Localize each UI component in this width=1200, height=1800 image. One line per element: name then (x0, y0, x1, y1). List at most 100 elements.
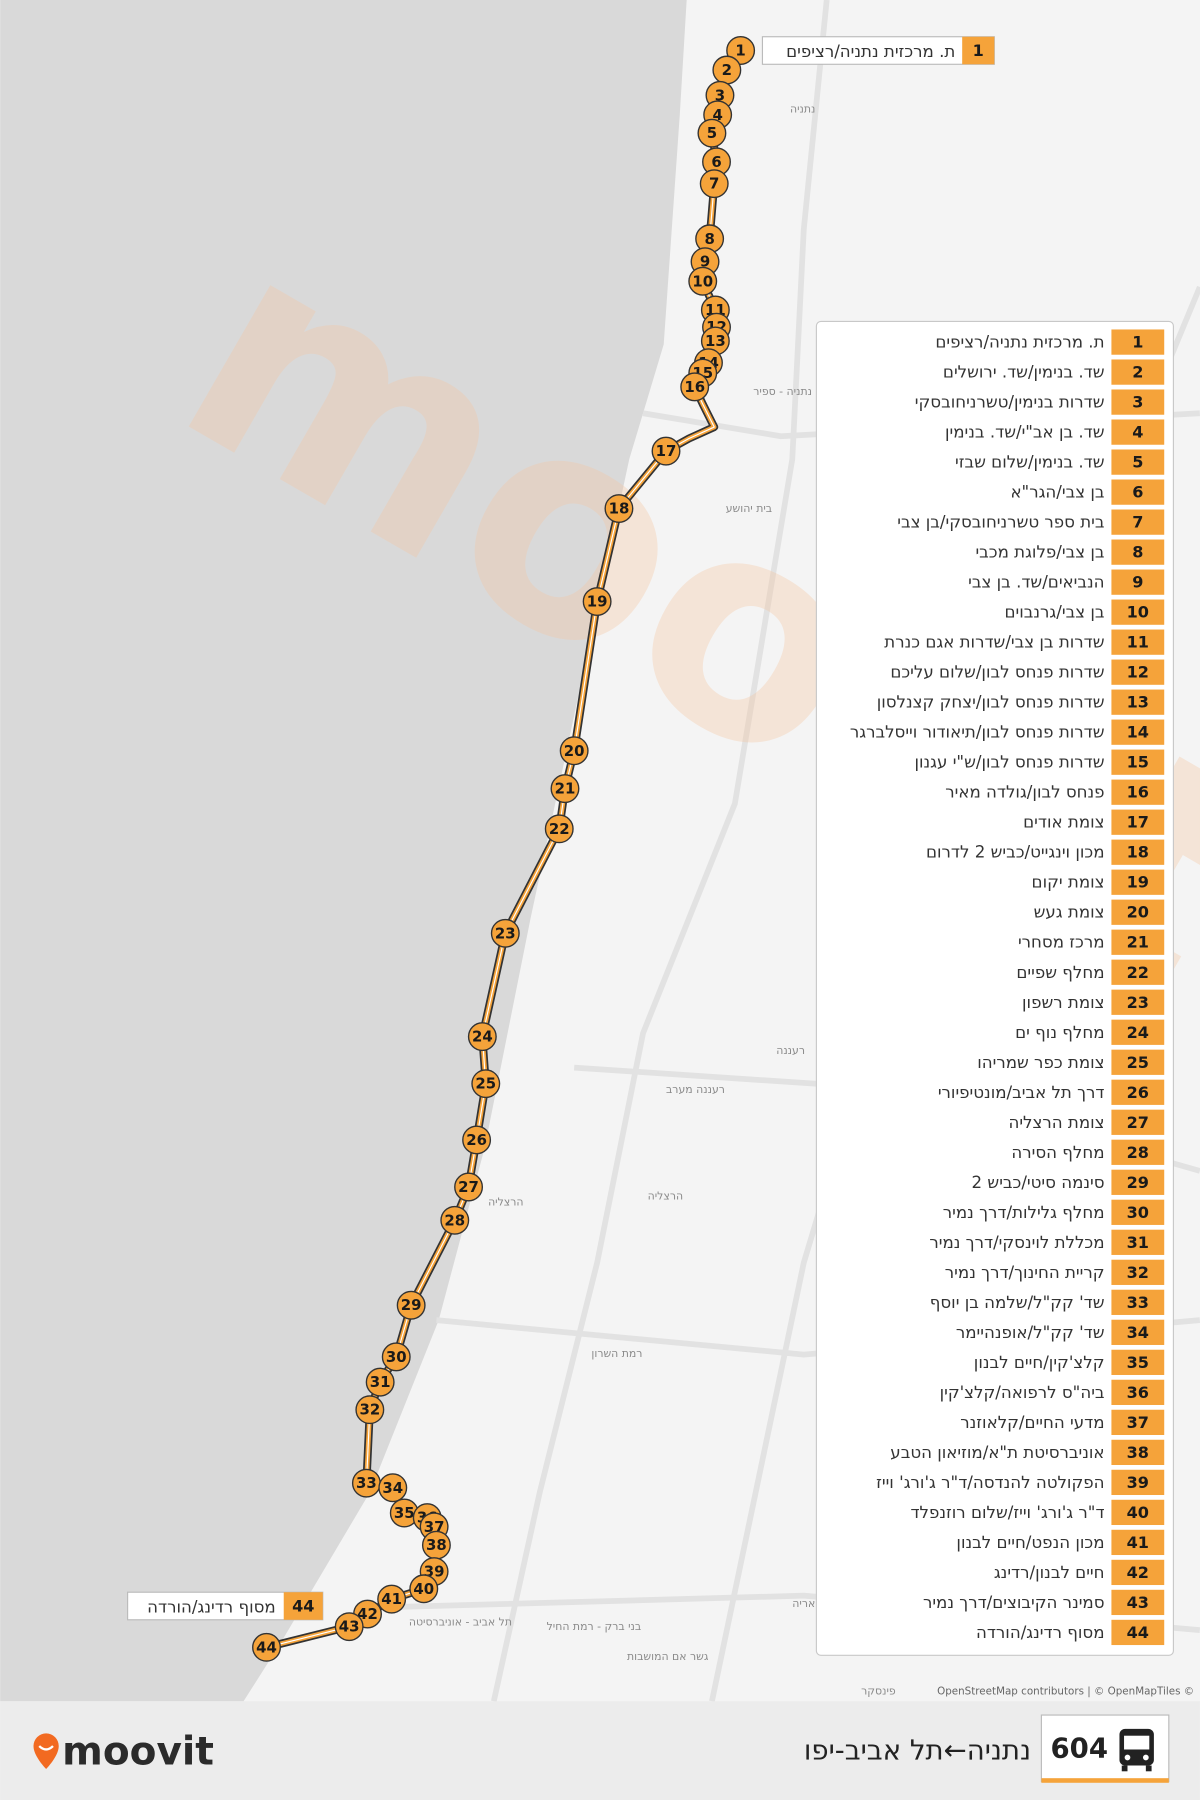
start-label-name: ת. מרכזית נתניה/רציפים (786, 42, 955, 61)
stop-marker (454, 1172, 484, 1202)
stop-list-number: 16 (1127, 783, 1149, 802)
route-box-accent (1041, 1778, 1169, 1783)
stop-badge (1111, 809, 1165, 835)
stop-number: 18 (609, 500, 630, 518)
stop-number: 38 (426, 1536, 447, 1554)
end-label: 44 מסוף רדינג/הורדה (127, 1591, 324, 1621)
stop-list-name: צומת רשפון (1022, 993, 1105, 1012)
stop-list-name: בן צבי/הגר"א (1010, 483, 1104, 502)
stop-badge (1111, 1499, 1165, 1526)
stop-list-name: קריית החינוך/דרך נמיר (945, 1263, 1105, 1282)
stop-badge (1111, 1559, 1165, 1586)
stop-number: 34 (382, 1479, 403, 1497)
stop-marker (680, 372, 710, 402)
stop-number: 41 (381, 1590, 402, 1608)
route-header: 604 נתניה←תל אביב-יפו (804, 1714, 1170, 1783)
stop-number: 1 (735, 42, 745, 60)
map-label: הרצליה (488, 1195, 523, 1208)
map-label: רמת השרון (591, 1347, 642, 1360)
stop-marker (699, 169, 729, 199)
stop-list-number: 22 (1127, 963, 1149, 982)
stop-marker (462, 1125, 492, 1155)
stop-list-name: שד. בן אב"י/שד. בנימין (945, 423, 1105, 442)
stop-badge (1111, 1289, 1165, 1315)
stop-badge (1111, 359, 1165, 385)
stop-list-number: 37 (1127, 1413, 1149, 1432)
stop-badge (1111, 1199, 1165, 1225)
stop-badge (1111, 449, 1165, 475)
map-label: בית יהושע (726, 502, 772, 515)
stop-number: 43 (339, 1618, 360, 1636)
stop-marker (559, 736, 589, 766)
end-label-badge (283, 1592, 323, 1620)
stop-list-number: 9 (1132, 573, 1143, 592)
stop-list-name: מחלף נוף ים (1015, 1023, 1104, 1042)
stop-badge (1111, 1619, 1165, 1646)
stop-badge (1111, 389, 1165, 415)
stop-list-number: 5 (1132, 453, 1143, 472)
stop-number: 8 (704, 230, 714, 248)
map-label: נתניה (790, 103, 815, 116)
stop-badge (1111, 1049, 1165, 1075)
stop-list-name: שדרות פנחס לבון/שלום עליכם (890, 663, 1104, 682)
stop-list-name: ביה"ס לרפואה/קלצ'קין (940, 1383, 1105, 1402)
stop-list-number: 25 (1127, 1053, 1149, 1072)
stop-list-number: 18 (1127, 843, 1149, 862)
attribution: OpenStreetMap contributors | © OpenMapTi… (937, 1685, 1194, 1697)
stop-list-name: שדרות פנחס לבון/יצחק קצנלסון (877, 693, 1105, 712)
stop-number: 22 (549, 820, 570, 838)
stop-list-name: מחלף שפיים (1016, 963, 1104, 982)
moovit-logo: moovit (33, 1729, 214, 1774)
stop-marker (378, 1473, 408, 1503)
stop-number: 44 (256, 1638, 277, 1656)
stop-list-number: 21 (1127, 933, 1149, 952)
stop-list-name: הפקולטה להנדסה/ד"ר ג'ורג' וייז (876, 1473, 1104, 1492)
stop-list-name: צומת הרצליה (1008, 1113, 1104, 1132)
stop-marker (365, 1367, 395, 1397)
stop-list-number: 38 (1127, 1443, 1149, 1462)
stop-number: 25 (475, 1075, 496, 1093)
stop-list-number: 44 (1127, 1623, 1149, 1642)
stop-list-name: ד"ר ג'ורג' וייז/שלום רוזנפלד (910, 1503, 1104, 1522)
stop-number: 5 (707, 124, 717, 142)
stop-list-number: 20 (1127, 903, 1149, 922)
stop-list-number: 34 (1127, 1323, 1149, 1342)
stop-number: 10 (692, 272, 713, 290)
stop-badge (1111, 1019, 1165, 1045)
stop-list-name: בן צבי/פלוגת מכבי (975, 543, 1104, 562)
stop-list-number: 8 (1132, 543, 1143, 562)
stop-marker (381, 1342, 411, 1372)
route-number: 604 (1051, 1732, 1109, 1764)
stop-badge (1111, 959, 1165, 985)
stop-marker (377, 1584, 407, 1614)
stop-list-name: שדרות בנימין/טשרניחובסקי (915, 393, 1105, 412)
stop-marker (604, 494, 634, 524)
stop-list-number: 42 (1127, 1563, 1149, 1582)
stop-list-number: 4 (1132, 423, 1143, 442)
stop-number: 27 (458, 1178, 479, 1196)
stop-list-name: מכון וינגייט/כביש 2 לדרום (926, 843, 1105, 862)
stop-list-number: 7 (1132, 513, 1143, 532)
stop-list-number: 43 (1127, 1593, 1149, 1612)
stop-list-number: 10 (1127, 603, 1149, 622)
start-label-number: 1 (973, 41, 984, 60)
stop-badge (1111, 569, 1165, 595)
stop-number: 2 (722, 61, 732, 79)
stop-list-name: ת. מרכזית נתניה/רציפים (935, 333, 1104, 352)
stop-badge (1111, 539, 1165, 565)
stop-badge (1111, 779, 1165, 805)
stop-list-number: 17 (1127, 813, 1149, 832)
stop-list-name: מחלף גלילות/דרך נמיר (943, 1203, 1105, 1222)
stop-badge (1111, 749, 1165, 775)
stop-list-number: 6 (1132, 483, 1143, 502)
stop-badge (1111, 1589, 1165, 1616)
stop-marker (550, 774, 580, 804)
stop-list-number: 27 (1127, 1113, 1149, 1132)
stop-number: 29 (401, 1296, 422, 1314)
stop-list-name: צומת געש (1034, 903, 1105, 922)
stop-list-number: 31 (1127, 1233, 1149, 1252)
end-label-name: מסוף רדינג/הורדה (147, 1598, 276, 1617)
stop-number: 26 (466, 1131, 487, 1149)
logo-smile (38, 1745, 54, 1751)
